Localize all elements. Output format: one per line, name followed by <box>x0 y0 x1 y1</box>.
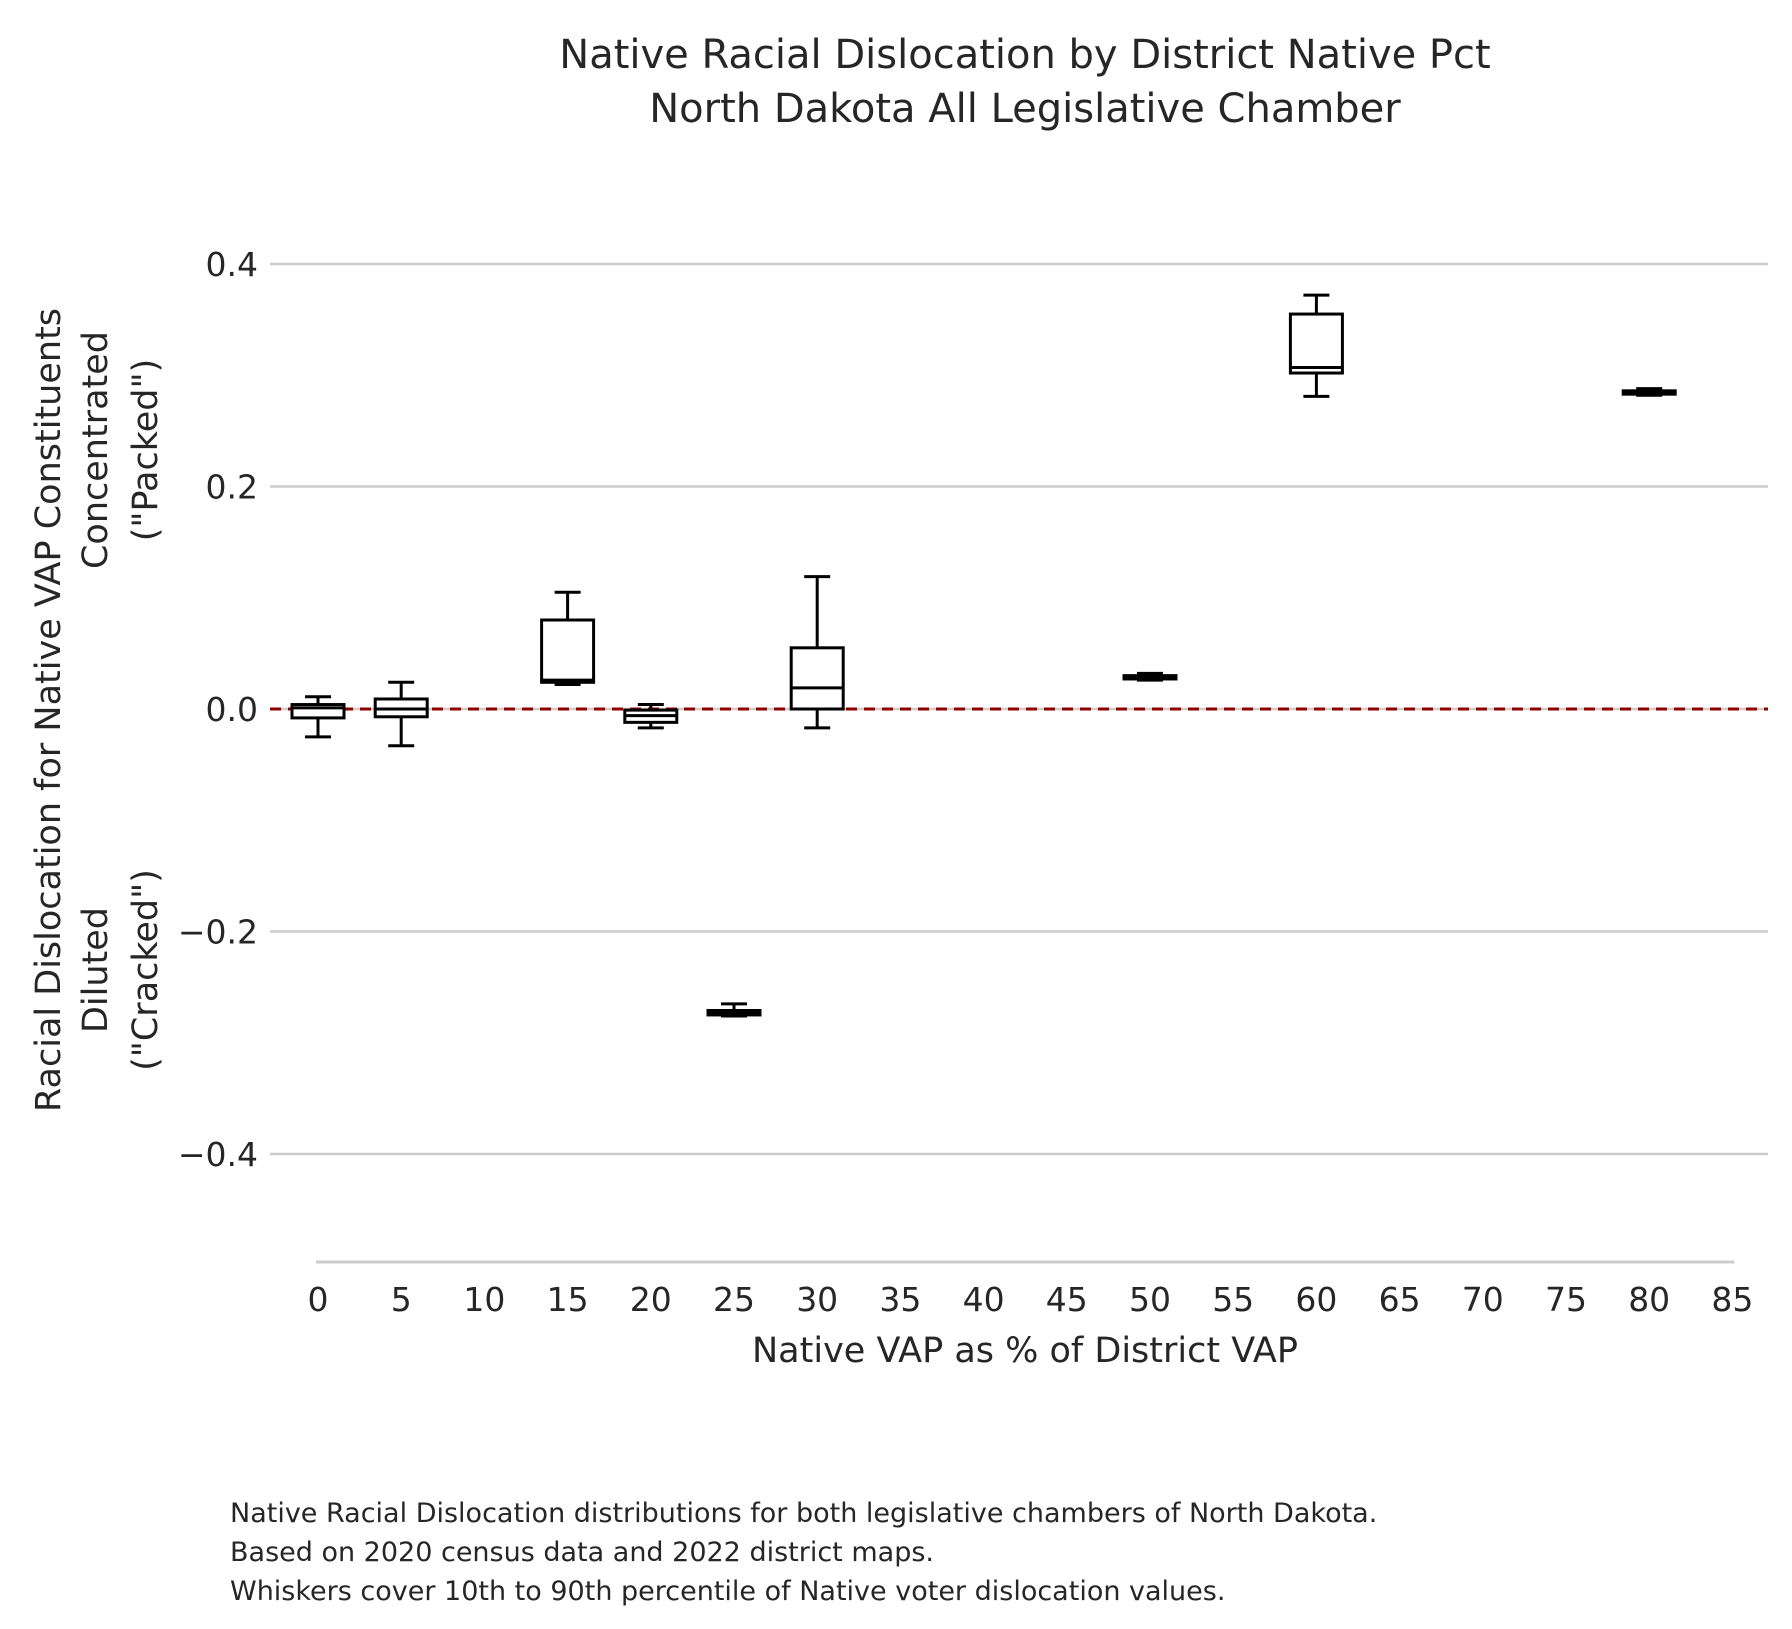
y-axis-label-main: Racial Dislocation for Native VAP Consti… <box>29 308 69 1112</box>
x-tick-label: 25 <box>713 1280 755 1319</box>
x-tick-label: 45 <box>1046 1280 1088 1319</box>
x-tick-label: 35 <box>879 1280 921 1319</box>
y-tick-labels: −0.4 −0.2 0.0 0.2 0.4 <box>178 245 258 1174</box>
x-tick-label: 85 <box>1711 1280 1753 1319</box>
x-axis-label: Native VAP as % of District VAP <box>752 1331 1298 1371</box>
y-tick-label: 0.0 <box>206 690 258 729</box>
box-plot-25 <box>706 1002 762 1018</box>
caption-line-2: Based on 2020 census data and 2022 distr… <box>230 1537 934 1568</box>
y-tick-label: 0.2 <box>206 468 258 507</box>
box-plot-80 <box>1621 387 1677 397</box>
x-tick-label: 30 <box>796 1280 838 1319</box>
x-tick-label: 5 <box>391 1280 412 1319</box>
chart-title-line-1: Native Racial Dislocation by District Na… <box>559 32 1490 78</box>
y-axis-label-diluted: Diluted <box>76 907 116 1033</box>
x-tick-label: 10 <box>463 1280 505 1319</box>
caption-line-1: Native Racial Dislocation distributions … <box>230 1498 1377 1529</box>
y-axis-label-packed-text: ("Packed") <box>126 359 166 542</box>
box-plot-50 <box>1122 671 1178 682</box>
x-tick-label: 55 <box>1212 1280 1254 1319</box>
box-plot-5 <box>373 680 429 748</box>
box-plot-15 <box>540 590 596 687</box>
box-iqr <box>789 646 845 711</box>
x-tick-label: 80 <box>1628 1280 1670 1319</box>
y-axis-label-cracked: Diluted ("Cracked") <box>76 869 166 1071</box>
y-axis-label-packed: Concentrated ("Packed") <box>76 331 166 569</box>
x-tick-label: 40 <box>963 1280 1005 1319</box>
box-plot-60 <box>1288 293 1344 398</box>
x-tick-label: 75 <box>1545 1280 1587 1319</box>
x-tick-label: 50 <box>1129 1280 1171 1319</box>
box-iqr <box>540 618 596 684</box>
box-plot-20 <box>623 703 679 730</box>
y-tick-label: −0.2 <box>178 913 258 952</box>
y-tick-label: 0.4 <box>206 245 258 284</box>
y-axis-label-cracked-text: ("Cracked") <box>126 869 166 1071</box>
y-tick-label: −0.4 <box>178 1135 258 1174</box>
x-tick-labels: 0 5 10 15 20 25 30 35 40 45 50 55 60 65 70 75 80 85 <box>308 1280 1754 1319</box>
box-plot-0 <box>290 695 346 739</box>
y-axis-label-concentrated: Concentrated <box>76 331 116 569</box>
x-tick-label: 70 <box>1462 1280 1504 1319</box>
x-tick-label: 65 <box>1379 1280 1421 1319</box>
y-axis-label-line-1: Racial Dislocation for Native VAP Consti… <box>29 308 69 1112</box>
x-tick-label: 15 <box>547 1280 589 1319</box>
chart-title-line-2: North Dakota All Legislative Chamber <box>649 86 1401 132</box>
box-plot-30 <box>789 575 845 730</box>
caption-line-3: Whiskers cover 10th to 90th percentile o… <box>230 1576 1225 1607</box>
x-tick-label: 0 <box>308 1280 329 1319</box>
box-plots <box>290 293 1677 1018</box>
x-tick-label: 20 <box>630 1280 672 1319</box>
x-tick-label: 60 <box>1295 1280 1337 1319</box>
box-iqr <box>1288 312 1344 375</box>
